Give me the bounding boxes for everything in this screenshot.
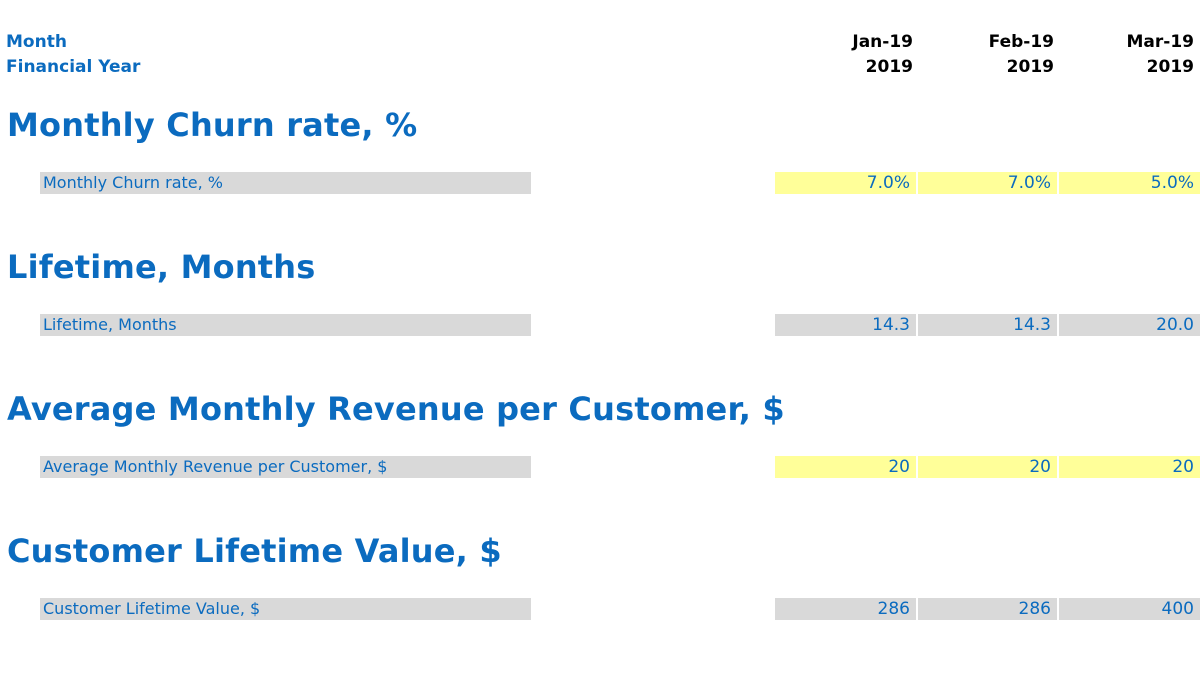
column-header-year-mar: 2019 (1146, 57, 1194, 77)
arpc-cell-mar[interactable]: 20 (1059, 456, 1200, 478)
clv-cell-mar[interactable]: 400 (1059, 598, 1200, 620)
lifetime-cell-feb[interactable]: 14.3 (918, 314, 1057, 336)
churn-rate-cell-jan[interactable]: 7.0% (775, 172, 916, 194)
section-title-lifetime: Lifetime, Months (7, 248, 316, 286)
clv-cell-jan[interactable]: 286 (775, 598, 916, 620)
section-title-arpc: Average Monthly Revenue per Customer, $ (7, 390, 785, 428)
section-title-clv: Customer Lifetime Value, $ (7, 532, 502, 570)
arpc-cell-feb[interactable]: 20 (918, 456, 1057, 478)
column-header-year-jan: 2019 (865, 57, 913, 77)
financial-year-header-label: Financial Year (6, 57, 141, 77)
month-header-label: Month (6, 32, 67, 52)
row-label-lifetime: Lifetime, Months (40, 314, 531, 336)
row-label-churn-rate: Monthly Churn rate, % (40, 172, 531, 194)
lifetime-cell-jan[interactable]: 14.3 (775, 314, 916, 336)
churn-rate-cell-mar[interactable]: 5.0% (1059, 172, 1200, 194)
column-header-month-jan: Jan-19 (852, 32, 913, 52)
column-header-month-feb: Feb-19 (988, 32, 1054, 52)
column-header-month-mar: Mar-19 (1126, 32, 1195, 52)
row-label-clv: Customer Lifetime Value, $ (40, 598, 531, 620)
churn-rate-cell-feb[interactable]: 7.0% (918, 172, 1057, 194)
arpc-cell-jan[interactable]: 20 (775, 456, 916, 478)
clv-cell-feb[interactable]: 286 (918, 598, 1057, 620)
lifetime-cell-mar[interactable]: 20.0 (1059, 314, 1200, 336)
column-header-year-feb: 2019 (1006, 57, 1054, 77)
row-label-arpc: Average Monthly Revenue per Customer, $ (40, 456, 531, 478)
section-title-churn-rate: Monthly Churn rate, % (7, 106, 418, 144)
